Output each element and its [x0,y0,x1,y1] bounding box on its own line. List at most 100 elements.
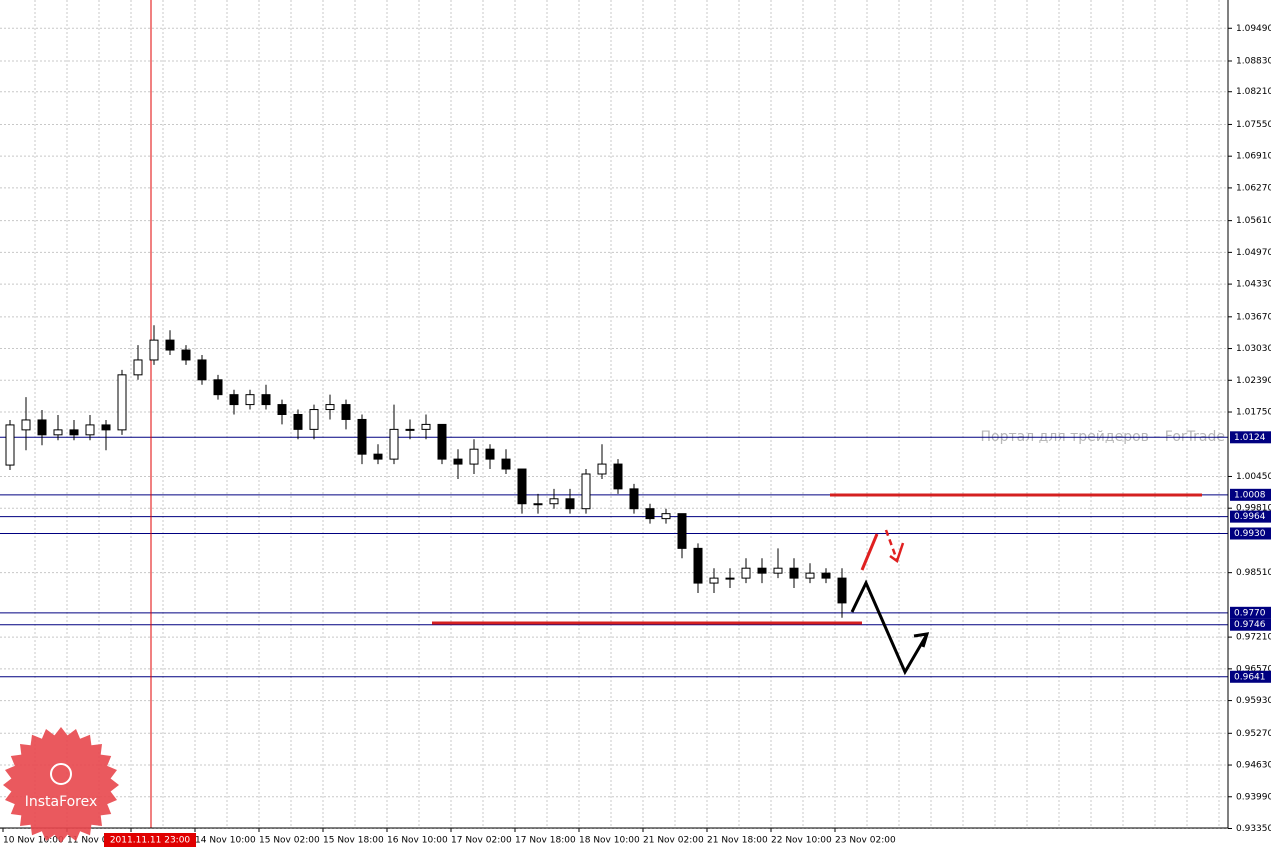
candle-body [549,498,559,505]
grid [0,0,1228,829]
y-tick-label: 1.06270 [1236,183,1271,193]
cursor-label: 2011.11.11 23:00 [110,836,191,846]
y-tick-label: 1.07550 [1236,120,1271,130]
alt-arrowhead [889,542,905,564]
candles [5,325,847,618]
candle-body [469,448,479,465]
candle-body [709,577,719,584]
candle-body [357,418,367,455]
y-tick-label: 1.04330 [1236,280,1271,290]
y-tick-label: 0.95270 [1236,729,1271,739]
level-label: 0.9770 [1234,608,1266,618]
candle-body [773,567,783,574]
x-tick-label: 21 Nov 02:00 [643,836,704,846]
y-tick-label: 1.03670 [1236,312,1271,322]
level-label: 0.9930 [1234,529,1266,539]
level-label: 1.0124 [1234,433,1266,443]
candle-body [837,577,847,604]
y-tick-label: 0.96570 [1236,664,1271,674]
candle-body [517,468,527,505]
y-tick-label: 1.03030 [1236,344,1271,354]
y-tick-label: 0.93990 [1236,792,1271,802]
candle-body [677,513,687,549]
x-tick-label: 17 Nov 18:00 [515,836,576,846]
y-tick-label: 0.94630 [1236,761,1271,771]
candle-body [5,424,15,466]
x-tick-label: 23 Nov 02:00 [835,836,896,846]
candle-body [821,572,831,579]
x-tick-label: 11 Nov 02:00 [67,836,128,846]
candle-body [757,567,767,574]
candle-body [565,498,575,510]
level-label: 0.9746 [1234,620,1266,630]
y-tick-label: 1.08210 [1236,87,1271,97]
candle-body [597,463,607,475]
y-tick-label: 0.97210 [1236,633,1271,643]
candle-body [437,423,447,460]
candle-body [85,424,95,436]
candle-body [21,419,31,431]
y-tick-label: 1.04970 [1236,248,1271,258]
level-label: 0.9964 [1234,512,1266,522]
candle-body [165,339,175,351]
x-tick-label: 15 Nov 18:00 [323,836,384,846]
candle-body [693,547,703,584]
y-tick-label: 1.01750 [1236,408,1271,418]
logo: InstaForex [3,727,119,843]
forecast-path [850,579,928,676]
candle-body [197,359,207,381]
candle-body [309,409,319,430]
candle-body [501,458,511,470]
candle-body [421,423,431,430]
x-tick-label: 14 Nov 10:00 [195,836,256,846]
logo-text: InstaForex [25,794,98,810]
axis-labels: 1.09490 1.08830 1.08210 1.07550 1.06910 1.062… [2,24,1271,847]
y-tick-label: 1.02390 [1236,376,1271,386]
candle-body [37,419,47,436]
level-label-box [1230,618,1271,631]
x-tick-label: 15 Nov 02:00 [259,836,320,846]
candle-body [293,413,303,430]
candle-body [453,458,463,465]
candle-body [277,404,287,415]
level-label: 0.9641 [1234,672,1266,682]
candle-body [741,567,751,579]
level-label: 1.0008 [1234,490,1266,500]
y-tick-label: 1.09490 [1236,24,1271,34]
candle-body [101,424,111,431]
level-label-box [1230,488,1271,501]
candle-body [181,349,191,361]
x-tick-label: 22 Nov 10:00 [771,836,832,846]
candle-body [213,379,223,396]
candle-body [645,508,655,520]
level-label-box [1230,527,1271,540]
candle-body [485,448,495,460]
candle-body [245,394,255,406]
y-tick-label: 1.05610 [1236,216,1271,226]
candle-body [725,577,735,580]
candle-body [789,567,799,579]
candle-body [533,503,543,506]
y-tick-label: 1.06910 [1236,152,1271,162]
cursor-label-box [104,833,196,847]
candle-body [325,404,335,411]
x-tick-label: 18 Nov 10:00 [579,836,640,846]
candle-body [69,429,79,436]
level-label-box [1230,510,1271,523]
y-tick-label: 1.08830 [1236,56,1271,66]
candle-body [661,513,671,520]
candle-body [261,394,271,406]
candle-body [613,463,623,490]
level-label-box [1230,431,1271,444]
y-tick-label: 0.95930 [1236,696,1271,706]
x-tick-label: 17 Nov 02:00 [451,836,512,846]
y-tick-label: 0.98510 [1236,568,1271,578]
candle-body [117,374,127,431]
x-tick-label: 16 Nov 10:00 [387,836,448,846]
y-tick-label: 0.93350 [1236,824,1271,834]
logo-icon [50,763,72,785]
alt-arrow [884,529,899,561]
candle-body [581,473,591,510]
